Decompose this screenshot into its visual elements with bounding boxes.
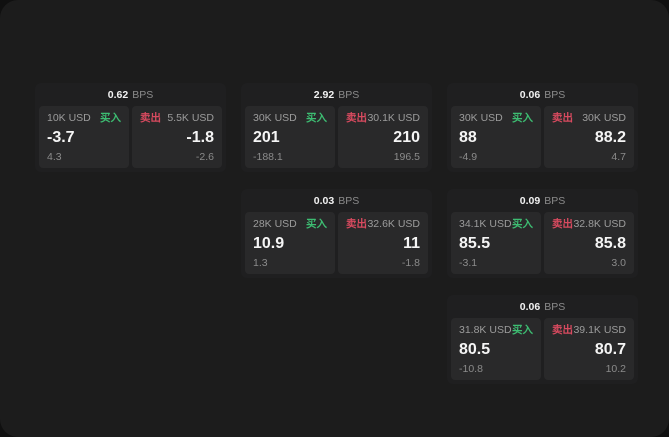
sell-price: 11 (403, 234, 420, 252)
bps-value: 0.09 (519, 194, 541, 207)
sell-price: 88.2 (594, 128, 626, 146)
sell-side-label: 卖出 (552, 112, 573, 124)
buy-panel[interactable]: 30K USD 买入 201 -188.1 (245, 106, 335, 168)
bps-spread-header: 0.62 BPS (39, 86, 222, 103)
sell-side-label: 卖出 (552, 218, 573, 230)
buy-size-label: 10K USD (47, 112, 91, 124)
bps-unit-label: BPS (544, 300, 566, 313)
sell-size-label: 30.1K USD (367, 112, 420, 124)
sell-price: 80.7 (594, 340, 626, 358)
quote-card[interactable]: 0.03 BPS 28K USD 买入 10.9 1.3 卖出 32.6K US… (241, 189, 432, 278)
sell-panel[interactable]: 卖出 32.6K USD 11 -1.8 (338, 212, 428, 274)
bps-spread-header: 0.03 BPS (245, 192, 428, 209)
buy-panel[interactable]: 10K USD 买入 -3.7 4.3 (39, 106, 129, 168)
buy-side-label: 买入 (512, 324, 533, 336)
sell-delta: 10.2 (605, 362, 626, 375)
sell-side-label: 卖出 (552, 324, 573, 336)
buy-price: 88 (459, 128, 477, 146)
buy-size-label: 34.1K USD (459, 218, 512, 230)
bps-unit-label: BPS (132, 88, 154, 101)
bps-value: 0.06 (519, 300, 541, 313)
buy-delta: -10.8 (459, 362, 483, 375)
buy-panel[interactable]: 28K USD 买入 10.9 1.3 (245, 212, 335, 274)
buy-delta: 4.3 (47, 150, 62, 163)
buy-panel[interactable]: 34.1K USD 买入 85.5 -3.1 (451, 212, 541, 274)
quote-card[interactable]: 2.92 BPS 30K USD 买入 201 -188.1 卖出 30.1K … (241, 83, 432, 172)
sell-panel[interactable]: 卖出 30K USD 88.2 4.7 (544, 106, 634, 168)
buy-size-label: 30K USD (253, 112, 297, 124)
buy-delta: -188.1 (253, 150, 283, 163)
bps-spread-header: 2.92 BPS (245, 86, 428, 103)
sell-size-label: 32.8K USD (573, 218, 626, 230)
buy-size-label: 28K USD (253, 218, 297, 230)
buy-price: 80.5 (459, 340, 491, 358)
buy-side-label: 买入 (100, 112, 121, 124)
sell-panel[interactable]: 卖出 39.1K USD 80.7 10.2 (544, 318, 634, 380)
sell-delta: 4.7 (611, 150, 626, 163)
quote-card[interactable]: 0.62 BPS 10K USD 买入 -3.7 4.3 卖出 5.5K USD (35, 83, 226, 172)
bps-value: 0.06 (519, 88, 541, 101)
buy-side-label: 买入 (512, 112, 533, 124)
bps-unit-label: BPS (338, 194, 360, 207)
sell-size-label: 39.1K USD (573, 324, 626, 336)
buy-price: 85.5 (459, 234, 491, 252)
bps-value: 2.92 (313, 88, 335, 101)
quote-card[interactable]: 0.09 BPS 34.1K USD 买入 85.5 -3.1 卖出 32.8K… (447, 189, 638, 278)
quote-card-grid: 0.62 BPS 10K USD 买入 -3.7 4.3 卖出 5.5K USD (35, 83, 638, 384)
buy-side-label: 买入 (306, 218, 327, 230)
sell-panel[interactable]: 卖出 5.5K USD -1.8 -2.6 (132, 106, 222, 168)
sell-price: -1.8 (186, 128, 214, 146)
buy-price: -3.7 (47, 128, 75, 146)
buy-price: 201 (253, 128, 280, 146)
buy-delta: -3.1 (459, 256, 478, 269)
bps-value: 0.03 (313, 194, 335, 207)
buy-panel[interactable]: 30K USD 买入 88 -4.9 (451, 106, 541, 168)
sell-delta: -2.6 (195, 150, 214, 163)
sell-delta: 196.5 (393, 150, 420, 163)
sell-side-label: 卖出 (346, 218, 367, 230)
buy-side-label: 买入 (512, 218, 533, 230)
sell-price: 210 (393, 128, 420, 146)
quote-card[interactable]: 0.06 BPS 31.8K USD 买入 80.5 -10.8 卖出 39.1… (447, 295, 638, 384)
bps-value: 0.62 (107, 88, 129, 101)
bps-spread-header: 0.09 BPS (451, 192, 634, 209)
buy-size-label: 31.8K USD (459, 324, 512, 336)
buy-price: 10.9 (253, 234, 285, 252)
bps-unit-label: BPS (338, 88, 360, 101)
sell-size-label: 30K USD (582, 112, 626, 124)
sell-panel[interactable]: 卖出 30.1K USD 210 196.5 (338, 106, 428, 168)
buy-side-label: 买入 (306, 112, 327, 124)
bps-spread-header: 0.06 BPS (451, 86, 634, 103)
sell-delta: 3.0 (611, 256, 626, 269)
buy-delta: 1.3 (253, 256, 268, 269)
sell-side-label: 卖出 (346, 112, 367, 124)
quote-card[interactable]: 0.06 BPS 30K USD 买入 88 -4.9 卖出 30K USD (447, 83, 638, 172)
buy-size-label: 30K USD (459, 112, 503, 124)
buy-delta: -4.9 (459, 150, 478, 163)
sell-size-label: 5.5K USD (167, 112, 214, 124)
bps-unit-label: BPS (544, 88, 566, 101)
buy-panel[interactable]: 31.8K USD 买入 80.5 -10.8 (451, 318, 541, 380)
bps-unit-label: BPS (544, 194, 566, 207)
sell-price: 85.8 (594, 234, 626, 252)
sell-delta: -1.8 (401, 256, 420, 269)
sell-side-label: 卖出 (140, 112, 161, 124)
bps-spread-header: 0.06 BPS (451, 298, 634, 315)
sell-panel[interactable]: 卖出 32.8K USD 85.8 3.0 (544, 212, 634, 274)
sell-size-label: 32.6K USD (367, 218, 420, 230)
